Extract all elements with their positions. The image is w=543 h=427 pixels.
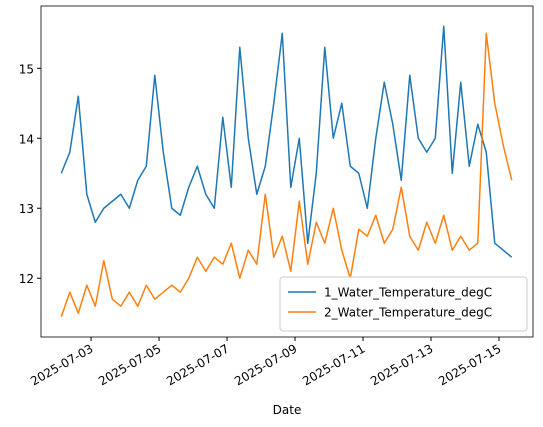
y-tick-label: 13 (19, 202, 34, 216)
x-tick-label: 2025-07-05 (96, 341, 163, 388)
y-tick-label: 14 (19, 132, 34, 146)
series-line (60, 32, 513, 317)
x-tick-label: 2025-07-03 (28, 341, 95, 388)
legend: 1_Water_Temperature_degC 2_Water_Temperat… (279, 276, 528, 332)
series-line (60, 25, 513, 258)
y-tick-label: 15 (19, 62, 34, 76)
legend-label: 1_Water_Temperature_degC (324, 286, 492, 300)
legend-label: 2_Water_Temperature_degC (324, 306, 492, 320)
plot-frame (40, 5, 534, 338)
x-tick-label: 2025-07-11 (300, 341, 367, 388)
x-axis-label: Date (273, 403, 302, 417)
x-tick-label: 2025-07-15 (436, 341, 503, 388)
x-tick-label: 2025-07-07 (164, 341, 231, 388)
y-tick-label: 12 (19, 272, 34, 286)
legend-box (279, 276, 528, 332)
x-tick-label: 2025-07-09 (232, 341, 299, 388)
x-tick-label: 2025-07-13 (368, 341, 435, 388)
